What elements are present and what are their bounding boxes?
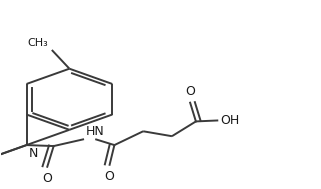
Text: CH₃: CH₃	[27, 38, 48, 48]
Text: O: O	[185, 85, 195, 98]
Text: O: O	[42, 172, 52, 185]
Text: N: N	[29, 147, 39, 160]
Text: O: O	[105, 170, 115, 183]
Text: OH: OH	[220, 114, 239, 127]
Text: HN: HN	[86, 125, 104, 138]
